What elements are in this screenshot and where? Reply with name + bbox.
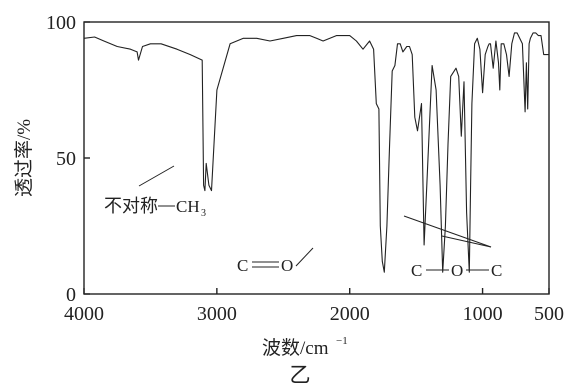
x-tick-label: 500 — [534, 303, 564, 325]
ether-atom-3: C — [491, 261, 502, 280]
x-tick-label: 1000 — [463, 303, 503, 325]
y-tick-label: 50 — [56, 148, 76, 170]
y-axis-title: 透过率/% — [13, 119, 35, 197]
tick-labels: 4000 3000 2000 1000 500 0 50 100 — [46, 12, 564, 325]
spectrum-line — [83, 32, 549, 273]
asym-subscript: 3 — [201, 208, 206, 219]
x-tick-label: 4000 — [64, 303, 104, 325]
asym-callout-line — [138, 165, 175, 187]
y-tick-label: 100 — [46, 12, 76, 34]
axis-ticks — [83, 21, 550, 295]
figure-caption: 乙 — [290, 363, 311, 387]
ether-callout-line-a — [403, 215, 492, 248]
x-axis-title: 波数/cm — [262, 337, 329, 359]
x-tick-label: 2000 — [330, 303, 370, 325]
asym-label: 不对称 — [104, 196, 158, 216]
carbonyl-atom-1: C — [237, 256, 248, 275]
y-tick-label: 0 — [66, 284, 76, 306]
x-axis-title-superscript: −1 — [336, 335, 348, 347]
carbonyl-callout-line — [295, 247, 314, 267]
plot-frame — [83, 21, 550, 295]
ether-callout-line-b — [441, 235, 492, 248]
carbonyl-atom-2: O — [281, 256, 293, 275]
ether-atom-2: O — [451, 261, 463, 280]
ether-atom-1: C — [411, 261, 422, 280]
asym-group: CH — [176, 197, 200, 216]
x-tick-label: 3000 — [197, 303, 237, 325]
